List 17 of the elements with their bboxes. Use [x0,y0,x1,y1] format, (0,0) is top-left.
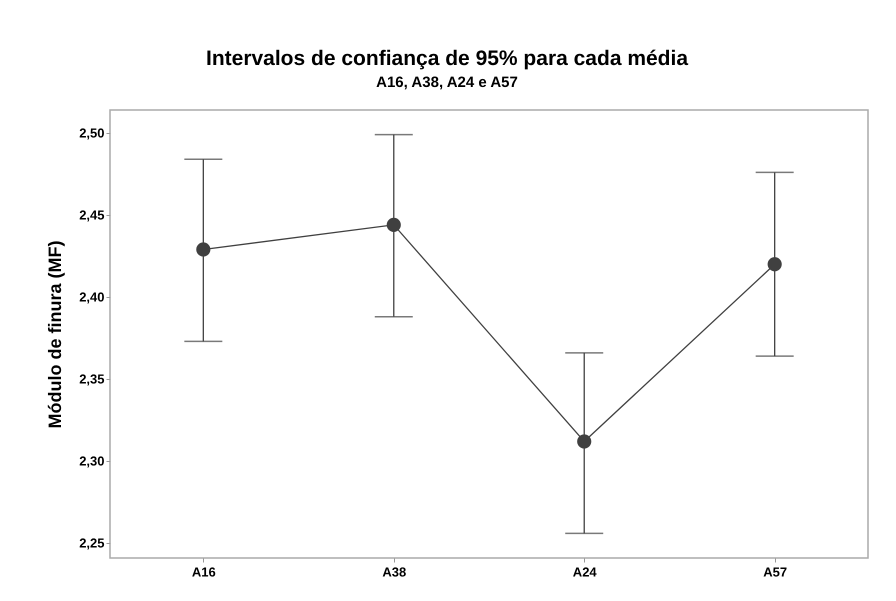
y-tick-label: 2,50 [79,125,104,140]
y-tick-label: 2,35 [79,372,104,387]
y-tick-label: 2,45 [79,208,104,223]
chart-title: Intervalos de confiança de 95% para cada média [206,47,688,70]
point [577,434,592,449]
y-tick-label: 2,40 [79,290,104,305]
y-axis-title: Módulo de finura (MF) [45,240,66,428]
x-tick-label: A57 [763,564,788,580]
x-tick-label: A38 [382,564,406,580]
point [768,257,782,272]
chart-subtitle: A16, A38, A24 e A57 [376,74,518,91]
x-tick-label: A24 [572,564,598,580]
x-tick-label: A16 [192,564,216,580]
point [386,218,401,232]
y-tick-label: 2,30 [79,454,104,469]
point [196,242,210,257]
y-tick-label: 2,25 [79,536,104,551]
